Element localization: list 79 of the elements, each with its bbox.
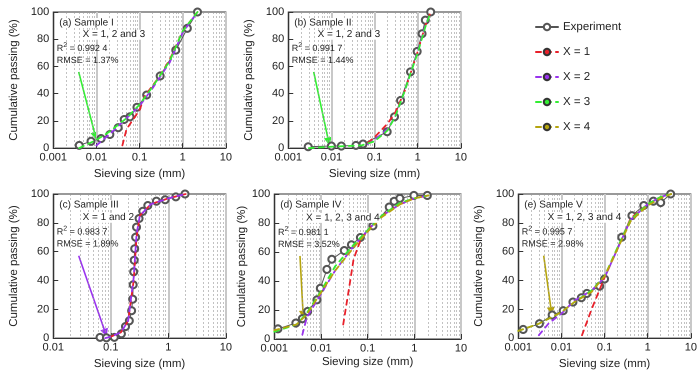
y-axis-title: Cumulative passing (%) — [8, 19, 20, 141]
y-tick-label: 40 — [37, 88, 50, 100]
x-tick-label: 0.001 — [274, 152, 302, 164]
x-tick-label: 1 — [644, 342, 651, 354]
y-tick-label: 80 — [37, 33, 50, 46]
y-tick-label: 80 — [258, 217, 270, 229]
annotation: (b) Sample II — [294, 18, 352, 28]
x-tick-label: 10 — [220, 152, 232, 164]
y-tick-label: 60 — [272, 60, 284, 72]
y-tick-label: 20 — [258, 304, 270, 316]
x-tick-label: 1 — [414, 152, 421, 164]
annotation: (d) Sample IV — [280, 200, 342, 210]
x-axis-title: Sieving size (mm) — [328, 168, 420, 180]
annotation: X = 1, 2 and 3 — [82, 29, 146, 40]
y-tick-label: 0 — [43, 332, 50, 344]
legend-label: Experiment — [563, 21, 622, 33]
x-axis-title: Sieving size (mm) — [94, 168, 186, 180]
annotation: (e) Sample V — [524, 200, 583, 210]
y-axis-title: Cumulative passing (%) — [8, 205, 20, 327]
y-axis-title: Cumulative passing (%) — [236, 206, 248, 328]
y-tick-label: 40 — [258, 275, 270, 287]
y-tick-label: 100 — [30, 6, 50, 18]
y-tick-label: 0 — [508, 332, 514, 344]
x-tick-label: 0.1 — [366, 152, 382, 164]
x-tick-label: 0.001 — [260, 342, 288, 354]
y-tick-label: 20 — [37, 114, 50, 127]
x-tick-label: 10 — [454, 152, 468, 164]
y-tick-label: 20 — [37, 303, 50, 316]
x-tick-label: 0.01 — [42, 342, 64, 354]
y-tick-label: 100 — [30, 188, 50, 200]
x-tick-label: 0.01 — [310, 342, 332, 354]
y-tick-label: 20 — [502, 303, 514, 316]
y-tick-label: 40 — [272, 88, 284, 100]
legend-label: X = 3 — [563, 96, 590, 108]
x-axis-title: Sieving size (mm) — [558, 358, 650, 370]
y-tick-label: 100 — [496, 188, 514, 200]
x-tick-label: 0.01 — [86, 152, 108, 164]
y-tick-label: 60 — [502, 246, 514, 258]
y-tick-label: 60 — [258, 246, 270, 258]
y-tick-label: 40 — [502, 274, 514, 286]
y-axis-title: Cumulative passing (%) — [243, 19, 255, 141]
y-tick-label: 0 — [43, 142, 50, 154]
annotation: X = 1 and 2 — [82, 212, 134, 224]
y-axis-title: Cumulative passing (%) — [473, 205, 485, 327]
y-tick-label: 80 — [37, 216, 50, 229]
y-tick-label: 60 — [37, 60, 50, 72]
x-tick-label: 10 — [454, 342, 468, 354]
annotation: (a) Sample I — [59, 18, 114, 28]
x-tick-label: 0.001 — [39, 152, 68, 164]
x-tick-label: 0.1 — [132, 152, 148, 164]
x-axis-title: Sieving size (mm) — [94, 358, 186, 370]
x-tick-label: 10 — [684, 342, 698, 354]
legend-label: X = 1 — [563, 46, 590, 58]
x-tick-label: 1 — [165, 342, 172, 354]
annotation: X = 1, 2, 3 and 4 — [548, 212, 622, 224]
x-tick-label: 1 — [180, 152, 186, 164]
annotation: (c) Sample III — [59, 200, 119, 210]
y-tick-label: 100 — [252, 188, 270, 200]
x-tick-label: 0.1 — [360, 342, 376, 354]
legend-label: X = 2 — [563, 71, 590, 83]
y-tick-label: 40 — [37, 274, 50, 286]
x-tick-label: 0.01 — [550, 342, 572, 354]
y-tick-label: 60 — [37, 246, 50, 258]
legend-label: X = 4 — [563, 121, 591, 133]
y-tick-label: 80 — [502, 216, 514, 229]
x-tick-label: 0.001 — [504, 342, 532, 354]
y-tick-label: 100 — [266, 6, 284, 18]
x-tick-label: 0.01 — [320, 152, 342, 164]
annotation: X = 1, 2, 3 and 4 — [306, 212, 380, 224]
x-tick-label: 10 — [220, 342, 232, 354]
annotation: X = 1, 2 and 3 — [318, 29, 381, 40]
y-tick-label: 0 — [278, 142, 284, 154]
x-tick-label: 0.1 — [103, 342, 118, 354]
x-axis-title: Sieving size (mm) — [322, 356, 414, 368]
x-tick-label: 1 — [411, 342, 418, 354]
y-tick-label: 80 — [272, 33, 284, 46]
y-tick-label: 0 — [264, 333, 270, 345]
x-tick-label: 0.1 — [596, 342, 612, 354]
y-tick-label: 20 — [272, 114, 284, 127]
